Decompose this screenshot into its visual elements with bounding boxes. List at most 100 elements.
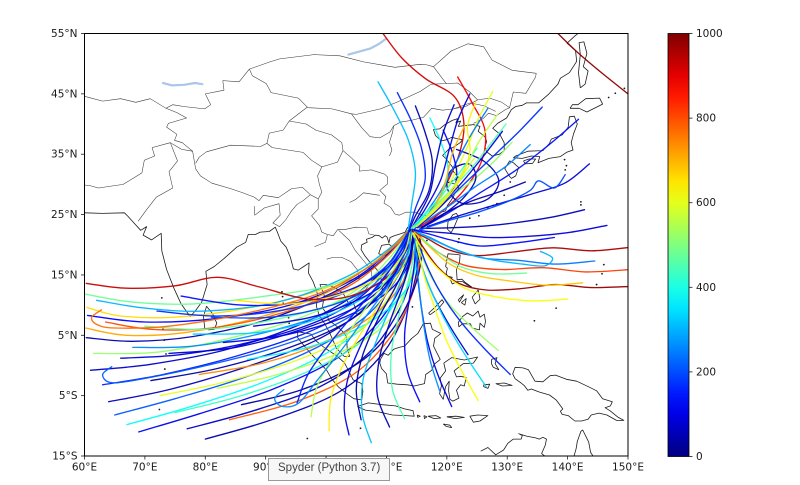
island-dot bbox=[602, 263, 605, 266]
trajectory bbox=[156, 229, 410, 317]
y-tick-label: 15°S bbox=[52, 451, 78, 463]
colorbar-tick-label: 600 bbox=[696, 197, 716, 209]
island-dot bbox=[281, 295, 284, 298]
y-tick-label: 45°N bbox=[51, 88, 77, 100]
island-dot bbox=[163, 368, 166, 370]
coastline bbox=[495, 382, 513, 387]
country-border bbox=[84, 96, 167, 109]
colorbar-gradient bbox=[667, 33, 690, 457]
country-border bbox=[84, 142, 375, 236]
trajectory bbox=[413, 229, 555, 247]
trajectory bbox=[422, 181, 526, 228]
trajectory bbox=[418, 174, 566, 231]
trajectory bbox=[413, 231, 584, 286]
island-dot bbox=[607, 96, 610, 99]
x-tick-label: 60°E bbox=[72, 462, 97, 474]
island-dot bbox=[160, 296, 163, 299]
colorbar-tick-label: 400 bbox=[696, 282, 716, 294]
island-dot bbox=[411, 306, 414, 308]
island-dot bbox=[306, 437, 309, 440]
colorbar-tick-label: 800 bbox=[696, 113, 716, 125]
island-dot bbox=[565, 164, 568, 167]
trajectory bbox=[424, 143, 531, 223]
trajectory bbox=[412, 224, 608, 239]
coastline bbox=[483, 383, 491, 389]
coastline bbox=[439, 356, 478, 402]
country-border bbox=[433, 43, 537, 124]
trajectory bbox=[409, 104, 455, 232]
trajectory bbox=[168, 233, 411, 355]
island-dot bbox=[564, 169, 567, 171]
island-dot bbox=[601, 272, 603, 275]
colorbar-tick-label: 1000 bbox=[696, 28, 723, 40]
trajectory bbox=[411, 230, 628, 257]
country-border bbox=[137, 142, 178, 222]
x-tick-label: 70°E bbox=[132, 462, 157, 474]
trajectory bbox=[296, 230, 410, 404]
axes-layer: 60°E70°E80°E90°E100°E110°E120°E130°E140°… bbox=[51, 28, 644, 474]
trajectory bbox=[377, 81, 417, 230]
island-dot bbox=[477, 214, 480, 217]
trajectory bbox=[419, 118, 580, 230]
trajectories-layer bbox=[85, 33, 628, 444]
trajectory bbox=[411, 93, 471, 230]
y-tick-label: 35°N bbox=[51, 149, 77, 161]
island-dot bbox=[579, 204, 582, 206]
trajectory bbox=[421, 209, 586, 230]
coastline bbox=[491, 357, 500, 371]
trajectory bbox=[417, 232, 554, 267]
lake-outline bbox=[347, 37, 387, 56]
country-border bbox=[266, 120, 344, 168]
trajectory bbox=[95, 229, 409, 313]
island-dot bbox=[288, 322, 291, 325]
coastline bbox=[469, 414, 489, 423]
coastline bbox=[461, 298, 467, 306]
trajectory bbox=[409, 117, 449, 231]
coastline bbox=[416, 414, 421, 418]
island-dot bbox=[426, 239, 428, 242]
coastline bbox=[578, 41, 589, 89]
island-dot bbox=[359, 427, 362, 430]
trajectory bbox=[556, 33, 628, 95]
country-border bbox=[389, 125, 394, 157]
island-dot bbox=[165, 353, 167, 355]
trajectory bbox=[389, 233, 417, 420]
y-tick-label: 5°N bbox=[58, 330, 78, 342]
trajectory bbox=[310, 232, 411, 418]
plot-frame bbox=[84, 33, 629, 457]
trajectory bbox=[376, 234, 415, 428]
coastline bbox=[427, 415, 442, 419]
country-border bbox=[326, 257, 360, 284]
x-tick-label: 80°E bbox=[193, 462, 218, 474]
trajectory bbox=[180, 232, 412, 307]
trajectory bbox=[417, 234, 628, 273]
trajectory bbox=[328, 232, 414, 432]
trajectory bbox=[410, 147, 478, 230]
country-border bbox=[165, 68, 250, 152]
trajectory bbox=[408, 105, 434, 231]
trajectory bbox=[343, 230, 411, 436]
country-border bbox=[195, 106, 308, 164]
trajectory bbox=[396, 91, 427, 231]
coastline bbox=[442, 423, 453, 428]
trajectory bbox=[415, 235, 511, 376]
coastline bbox=[457, 294, 465, 303]
coastline bbox=[357, 402, 415, 417]
trajectory bbox=[382, 33, 465, 229]
trajectory bbox=[419, 157, 476, 224]
island-dot bbox=[533, 319, 536, 322]
island-dot bbox=[595, 283, 598, 286]
island-dot bbox=[158, 408, 161, 411]
coastline bbox=[445, 253, 472, 288]
trajectory bbox=[415, 241, 479, 402]
spyder-tooltip-text: Spyder (Python 3.7) bbox=[278, 462, 381, 474]
lake-outline bbox=[161, 81, 204, 87]
island-dot bbox=[509, 181, 512, 183]
country-border bbox=[314, 235, 328, 247]
country-border bbox=[249, 54, 447, 115]
y-tick-label: 55°N bbox=[51, 28, 77, 40]
trajectory bbox=[415, 101, 477, 228]
coastline bbox=[569, 97, 603, 113]
